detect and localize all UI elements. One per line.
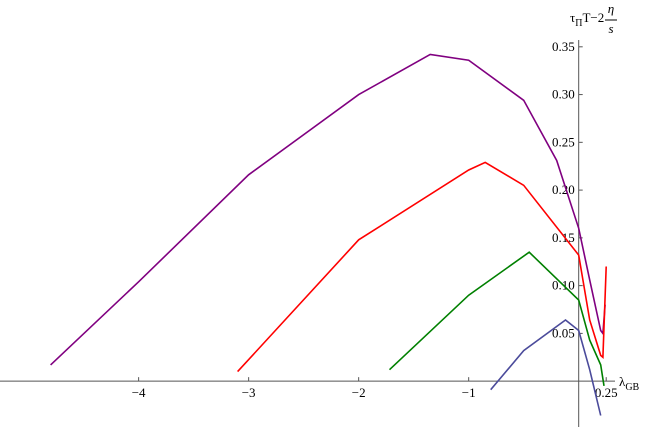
series-line	[237, 161, 607, 373]
y-tick-label: 0.30	[552, 87, 575, 102]
x-label-sub: GB	[625, 382, 639, 393]
x-tick-label: −4	[132, 385, 146, 400]
x-tick-label: −3	[242, 385, 256, 400]
x-tick-label: −1	[462, 385, 476, 400]
y-tick-label: 0.20	[552, 182, 575, 197]
series-line	[388, 251, 605, 387]
y-tick-label: 0.15	[552, 230, 575, 245]
y-axis-label: τΠT−2	[570, 10, 604, 29]
x-tick-label: 0.25	[595, 385, 618, 400]
y-tick-label: 0.25	[552, 134, 575, 149]
x-label-base: λ	[619, 374, 626, 389]
y-label-sub: Π	[575, 18, 582, 29]
y-label-den: s	[608, 21, 613, 36]
y-label-base: τ	[570, 10, 575, 25]
x-tick-label: −2	[352, 385, 366, 400]
y-tick-label: 0.35	[552, 39, 575, 54]
x-axis-label: λGB	[619, 374, 640, 393]
y-tick-label: 0.05	[552, 325, 575, 340]
y-label-rest: T−2	[582, 10, 604, 25]
series-line	[490, 318, 602, 416]
series-line	[50, 53, 606, 366]
y-label-num: η	[608, 1, 614, 16]
